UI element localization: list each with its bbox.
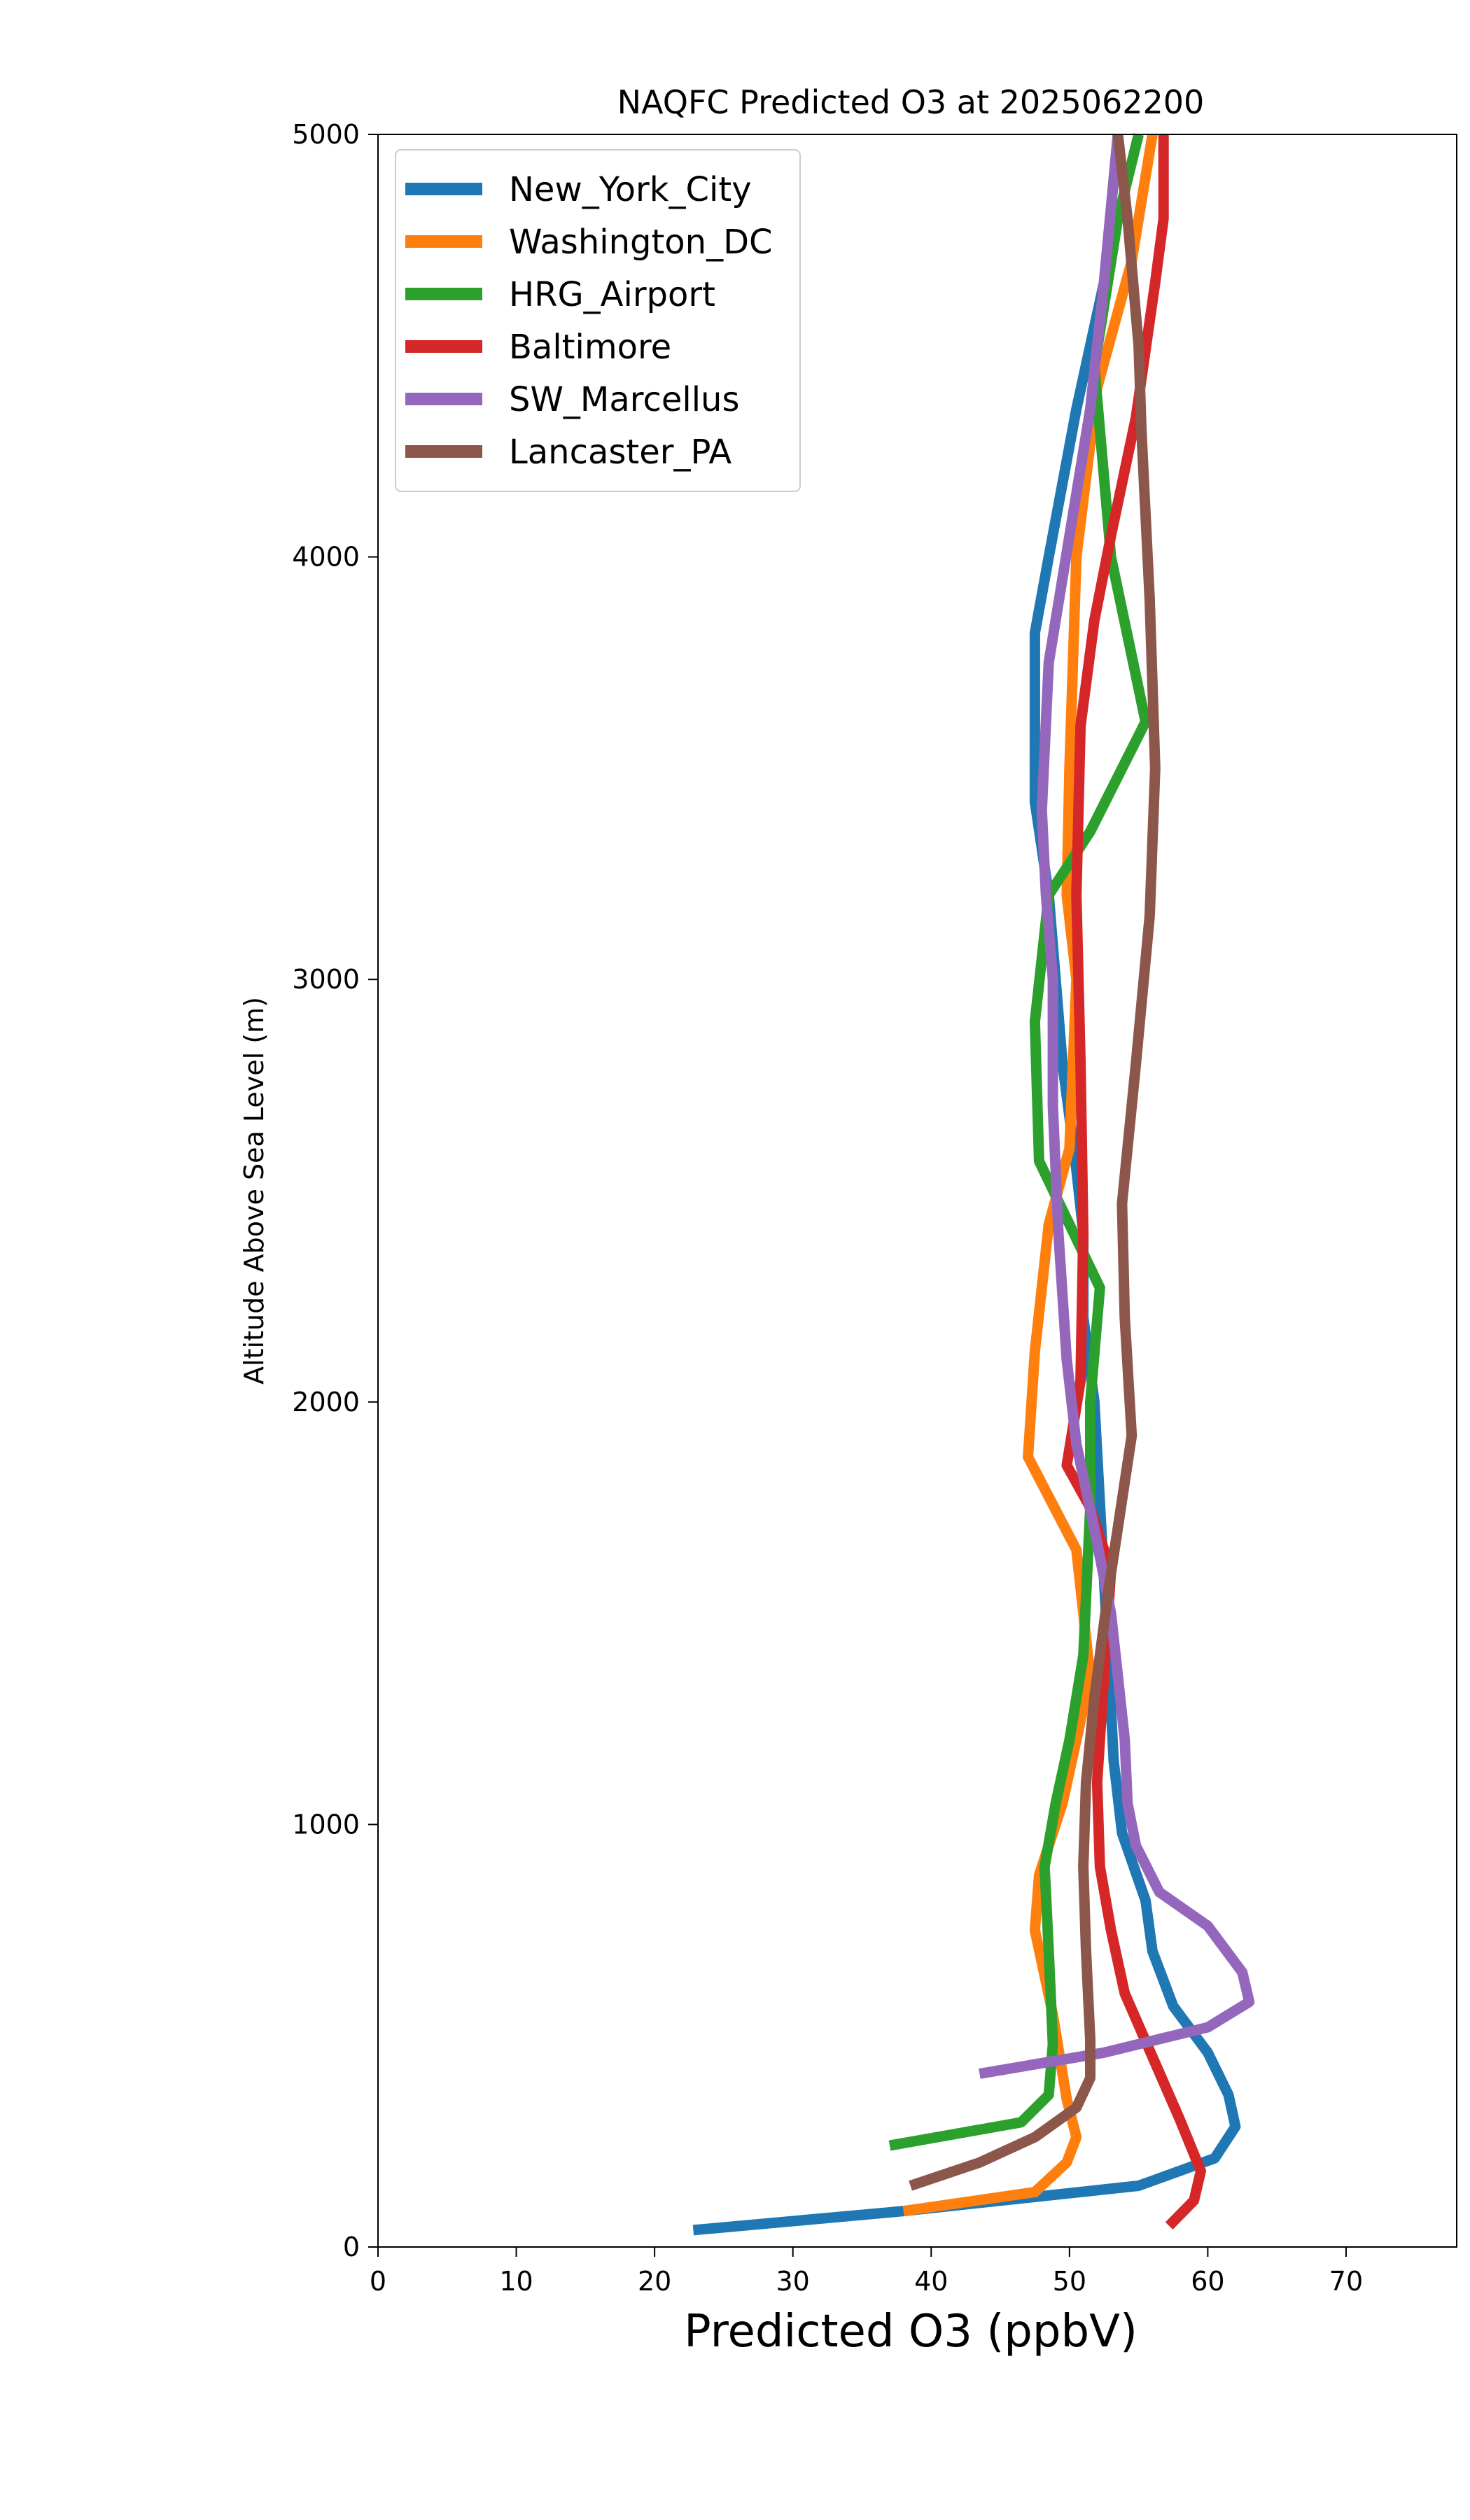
x-tick-label: 30 (776, 2266, 810, 2297)
series-line-baltimore (1061, 134, 1206, 2230)
legend: New_York_City Washington_DC HRG_Airport Bal… (395, 149, 801, 492)
y-tick-label: 2000 (292, 1387, 360, 1418)
x-tick-label: 40 (914, 2266, 948, 2297)
legend-label-new-york-city: New_York_City (509, 170, 752, 209)
y-tick-label: 0 (343, 2232, 360, 2262)
x-tick-label: 70 (1329, 2266, 1363, 2297)
legend-label-hrg-airport: HRG_Airport (509, 275, 715, 314)
series-layer (692, 133, 1255, 2236)
series-line-lancaster-pa (909, 134, 1161, 2191)
x-axis-label: Predicted O3 (ppbV) (684, 2306, 1138, 2358)
series-line-hrg-airport (888, 133, 1151, 2151)
y-tick-label: 3000 (292, 964, 360, 995)
y-axis-label: Altitude Above Sea Level (m) (239, 997, 270, 1385)
legend-label-washington-dc: Washington_DC (509, 223, 773, 262)
axis-layer: 0 10 20 30 40 50 60 70 0 1000 2000 3000 4000 5000 (292, 119, 1363, 2297)
x-tick-label: 60 (1191, 2266, 1224, 2297)
plot-frame (377, 134, 1457, 2248)
y-tick-label: 5000 (292, 119, 360, 150)
legend-label-sw-marcellus: SW_Marcellus (509, 380, 739, 419)
x-tick-label: 20 (638, 2266, 671, 2297)
x-tick-label: 0 (370, 2266, 386, 2297)
chart-title: NAQFC Predicted O3 at 2025062200 (617, 83, 1205, 121)
series-line-sw-marcellus (979, 134, 1255, 2079)
y-tick-label: 1000 (292, 1809, 360, 1840)
legend-label-baltimore: Baltimore (509, 328, 671, 367)
series-line-washington-dc (902, 133, 1158, 2217)
y-tick-label: 4000 (292, 542, 360, 573)
legend-box (395, 149, 801, 492)
x-tick-label: 50 (1053, 2266, 1086, 2297)
x-tick-label: 10 (499, 2266, 533, 2297)
legend-label-lancaster-pa: Lancaster_PA (509, 433, 732, 472)
